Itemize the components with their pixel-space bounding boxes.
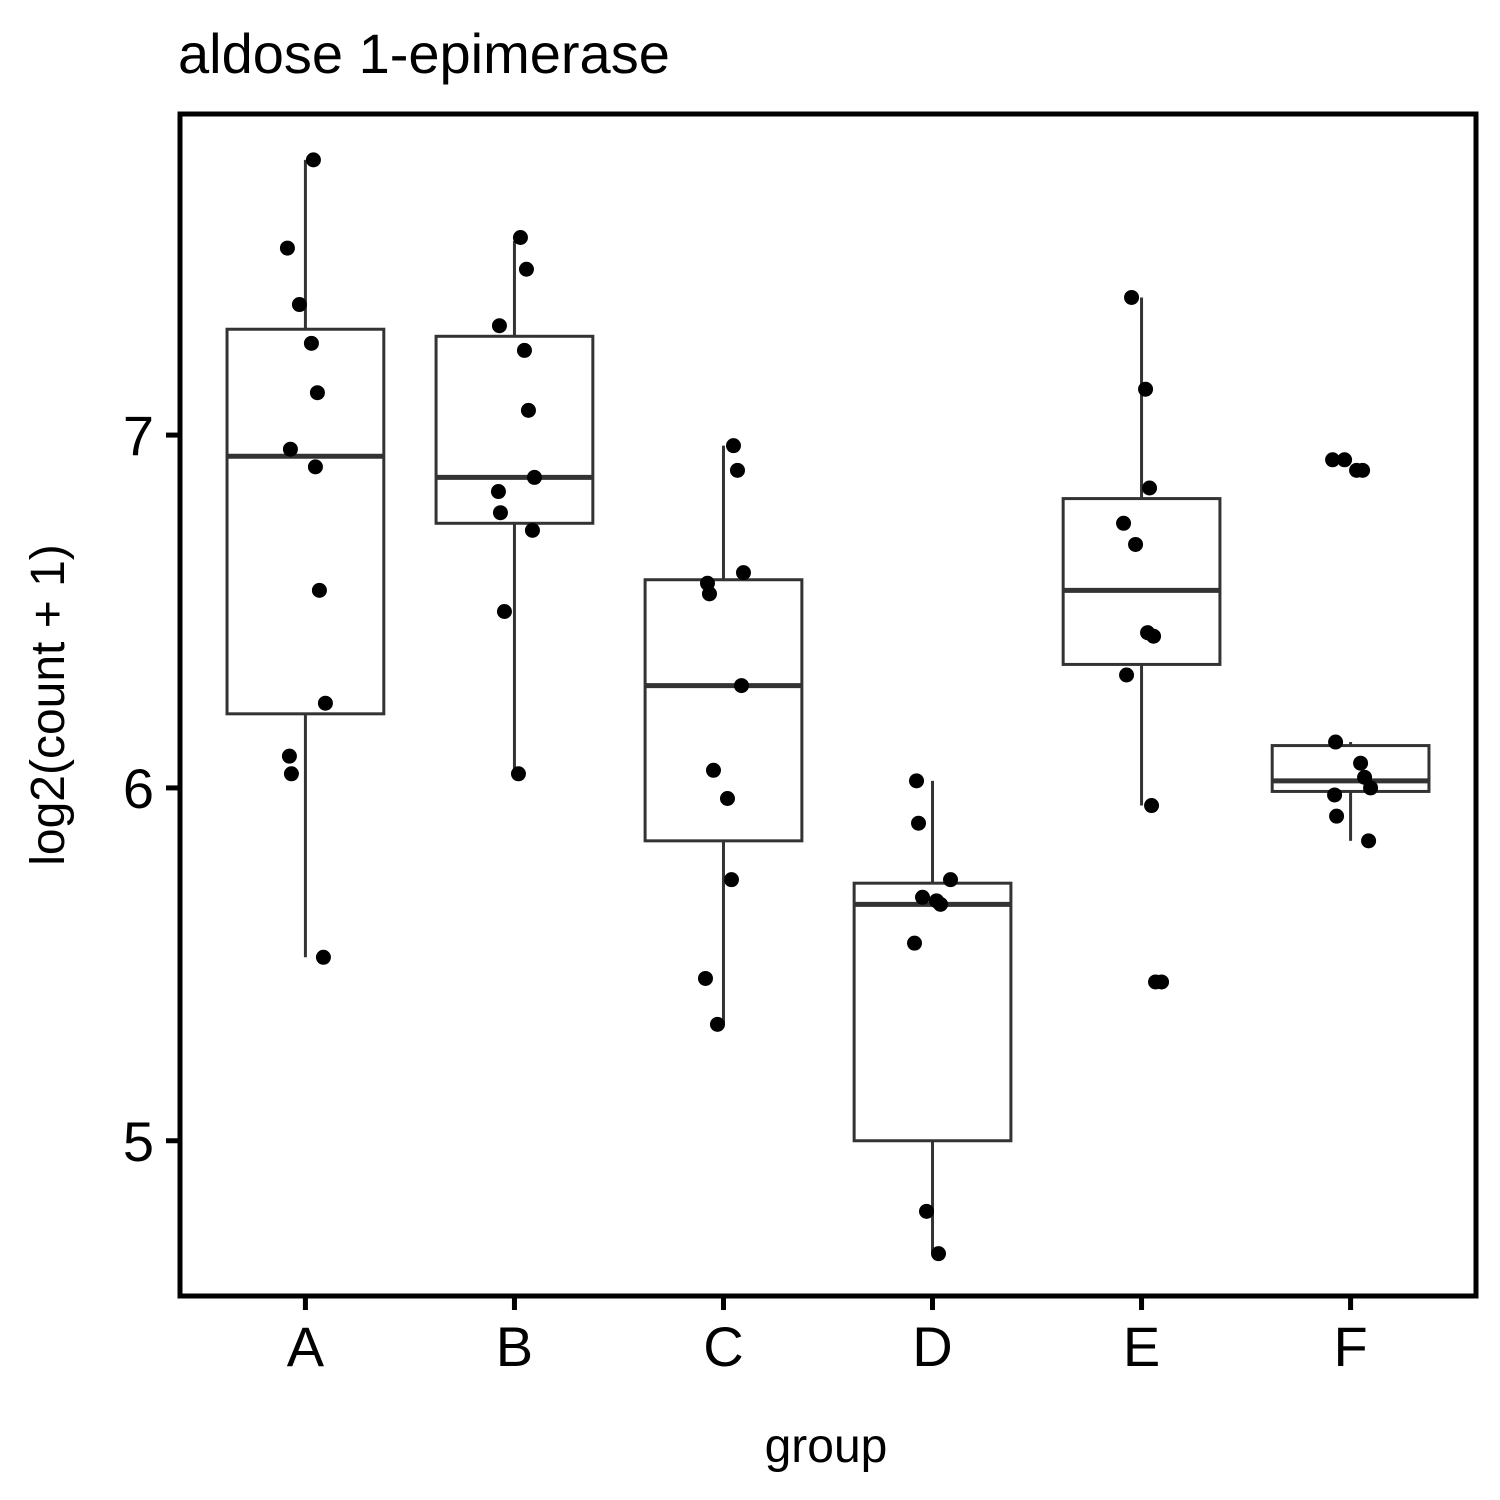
- data-point-A: [291, 297, 307, 313]
- data-point-D: [931, 1246, 947, 1262]
- data-point-E: [1144, 798, 1160, 814]
- y-tick-label: 6: [123, 757, 154, 820]
- data-point-F: [1353, 755, 1369, 771]
- box-group-D: [852, 780, 1013, 1254]
- data-point-B: [518, 261, 534, 277]
- data-point-A: [317, 695, 333, 711]
- data-point-E: [1124, 289, 1140, 305]
- data-point-F: [1361, 833, 1377, 849]
- box-D: [852, 881, 1013, 1143]
- x-tick-label: D: [912, 1315, 952, 1378]
- data-point-F: [1325, 452, 1341, 468]
- boxes-layer: [225, 159, 1431, 1254]
- points-layer: [279, 152, 1379, 1262]
- data-point-A: [311, 582, 327, 598]
- box-group-B: [434, 241, 595, 774]
- data-point-B: [492, 505, 508, 521]
- data-point-E: [1128, 536, 1144, 552]
- data-point-C: [729, 462, 745, 478]
- data-point-E: [1142, 480, 1158, 496]
- data-point-C: [733, 678, 749, 694]
- data-point-C: [705, 762, 721, 778]
- data-point-B: [510, 766, 526, 782]
- data-point-C: [701, 586, 717, 602]
- box-group-A: [225, 159, 386, 958]
- data-point-A: [283, 766, 299, 782]
- x-axis-title: group: [765, 1420, 888, 1473]
- data-point-E: [1146, 628, 1162, 644]
- data-point-D: [933, 896, 949, 912]
- data-point-E: [1119, 667, 1135, 683]
- data-point-D: [943, 872, 959, 888]
- data-point-F: [1363, 780, 1379, 796]
- box-E: [1061, 497, 1222, 666]
- data-point-A: [281, 748, 297, 764]
- data-point-B: [512, 229, 528, 245]
- data-point-C: [697, 970, 713, 986]
- data-point-F: [1328, 734, 1344, 750]
- data-point-B: [490, 484, 506, 500]
- data-point-B: [526, 469, 542, 485]
- data-point-C: [725, 438, 741, 454]
- y-tick-label: 5: [123, 1110, 154, 1173]
- box-B: [434, 334, 595, 525]
- box-group-E: [1061, 297, 1222, 806]
- data-point-B: [516, 342, 532, 358]
- data-point-C: [735, 565, 751, 581]
- data-point-E: [1154, 974, 1170, 990]
- x-axis: A B C D E F: [287, 1296, 1368, 1378]
- data-point-B: [520, 402, 536, 418]
- data-point-A: [282, 441, 298, 457]
- chart-title: aldose 1-epimerase: [178, 22, 670, 85]
- data-point-B: [491, 318, 507, 334]
- data-point-A: [307, 459, 323, 475]
- data-point-D: [907, 935, 923, 951]
- x-tick-label: F: [1333, 1315, 1367, 1378]
- data-point-D: [915, 889, 931, 905]
- box-group-F: [1270, 742, 1431, 841]
- box-group-C: [643, 445, 804, 1025]
- data-point-C: [719, 791, 735, 807]
- x-tick-label: A: [287, 1315, 325, 1378]
- data-point-C: [709, 1016, 725, 1032]
- box-F: [1270, 744, 1431, 793]
- y-axis: 5 6 7: [123, 404, 180, 1173]
- data-point-D: [909, 773, 925, 789]
- box-A: [225, 327, 386, 716]
- x-tick-label: E: [1123, 1315, 1160, 1378]
- y-tick-label: 7: [123, 404, 154, 467]
- data-point-F: [1329, 808, 1345, 824]
- data-point-A: [305, 152, 321, 168]
- plot-panel-border: [177, 111, 1479, 1299]
- data-point-A: [303, 335, 319, 351]
- y-axis-title: log2(count + 1): [22, 544, 75, 866]
- data-point-D: [919, 1203, 935, 1219]
- data-point-E: [1116, 515, 1132, 531]
- x-tick-label: B: [496, 1315, 533, 1378]
- data-point-F: [1327, 787, 1343, 803]
- data-point-F: [1337, 452, 1353, 468]
- data-point-E: [1138, 381, 1154, 397]
- data-point-D: [911, 815, 927, 831]
- data-point-F: [1355, 462, 1371, 478]
- data-point-A: [279, 240, 295, 256]
- data-point-B: [524, 522, 540, 538]
- data-point-A: [309, 385, 325, 401]
- x-tick-label: C: [703, 1315, 743, 1378]
- data-point-A: [315, 949, 331, 965]
- data-point-B: [496, 603, 512, 619]
- data-point-C: [723, 872, 739, 888]
